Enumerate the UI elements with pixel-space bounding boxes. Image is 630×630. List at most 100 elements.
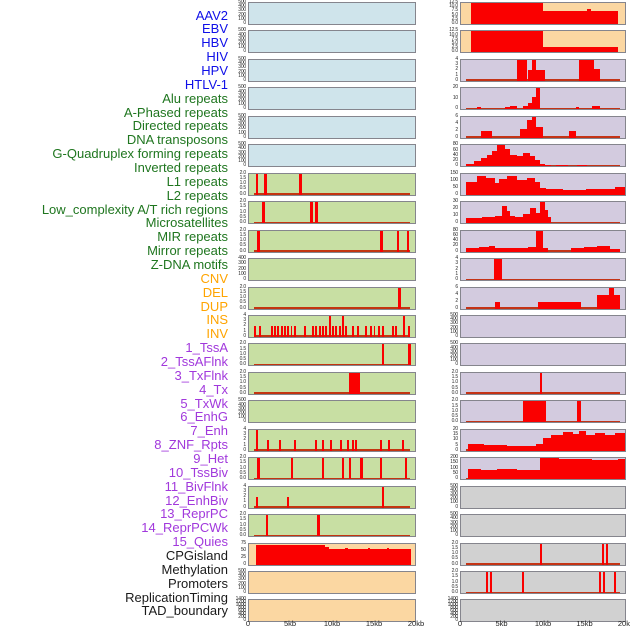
row-label-hpv: HPV	[201, 62, 228, 78]
signal-baseline	[465, 449, 621, 451]
y-tick-label: 200	[450, 495, 458, 502]
y-tick-label: 400	[238, 88, 246, 95]
y-tick-label: 200	[238, 11, 246, 18]
y-tick-label: 100	[238, 158, 246, 165]
signal-segment	[534, 159, 540, 167]
row-label-microsatellites: Microsatellites	[145, 215, 228, 231]
y-tick-label: 300	[450, 320, 458, 327]
y-tick-label: 0	[243, 617, 246, 624]
y-tick-label: 300	[238, 576, 246, 583]
right-track-box-21	[460, 599, 626, 623]
y-tick-label: 300	[238, 35, 246, 42]
signal-segment	[521, 572, 524, 593]
right-track-box-9	[460, 258, 626, 282]
y-tick-label: 100	[238, 584, 246, 591]
y-tick-label: 200	[238, 68, 246, 75]
y-tick-label: 100	[238, 15, 246, 22]
signal-segment	[506, 446, 521, 451]
right-track-box-18	[460, 514, 626, 538]
signal-segment	[328, 549, 346, 565]
signal-segment	[538, 301, 581, 309]
y-tick-label: 1.0	[451, 578, 459, 585]
y-tick-label: 1000	[235, 602, 247, 609]
signal-segment	[488, 245, 496, 252]
signal-segment	[405, 458, 408, 480]
signal-baseline	[253, 335, 410, 337]
y-tick-label: 0.5	[239, 242, 247, 249]
y-tick-label: 1	[455, 270, 458, 277]
right-track-box-14	[460, 400, 626, 424]
y-tick-label: 80	[452, 141, 458, 148]
y-tick-label: 1.5	[239, 288, 247, 295]
row-label-12-enhbiv: 12_EnhBiv	[165, 492, 228, 508]
signal-segment	[280, 326, 283, 337]
right-track-box-5	[460, 144, 626, 168]
y-tick-label: 0.0	[239, 361, 247, 368]
y-tick-label: 0	[455, 304, 458, 311]
signal-segment	[615, 432, 625, 451]
signal-segment	[479, 247, 489, 252]
signal-segment	[539, 458, 560, 480]
right-track-box-13	[460, 371, 626, 395]
y-tick-label: 0.0	[451, 418, 459, 425]
right-track-box-6	[460, 172, 626, 196]
y-tick-label: 0	[455, 133, 458, 140]
row-label-g-quadruplex-forming-repeats: G-Quadruplex forming repeats	[52, 146, 228, 162]
y-tick-label: 0.0	[239, 247, 247, 254]
y-tick-label: 5.0	[451, 11, 459, 18]
y-tick-label: 500	[238, 27, 246, 34]
signal-segment	[543, 248, 548, 252]
row-label-15-quies: 15_Quies	[172, 534, 228, 550]
y-tick-label: 400	[238, 401, 246, 408]
row-label-4-tx: 4_Tx	[199, 381, 228, 397]
y-tick-label: 0.0	[451, 48, 459, 55]
row-label-3-txflnk: 3_TxFlnk	[174, 367, 228, 383]
y-tick-label: 200	[450, 324, 458, 331]
y-tick-label: 0	[243, 503, 246, 510]
signal-segment	[526, 119, 532, 138]
y-tick-label: 5	[455, 441, 458, 448]
row-label-14-reprpcwk: 14_ReprPCWk	[141, 520, 228, 536]
signal-baseline	[253, 363, 410, 366]
signal-segment	[536, 70, 545, 81]
y-tick-label: 0	[455, 276, 458, 283]
signal-segment	[577, 165, 588, 167]
y-tick-label: 0	[455, 503, 458, 510]
signal-segment	[341, 315, 344, 337]
signal-segment	[380, 440, 383, 451]
signal-segment	[608, 460, 619, 480]
signal-segment	[283, 326, 286, 337]
signal-segment	[562, 190, 586, 195]
signal-segment	[253, 326, 256, 337]
y-tick-label: 200	[238, 614, 246, 621]
signal-segment	[255, 173, 259, 195]
left-track-box-21	[248, 599, 416, 623]
y-tick-label: 1.0	[451, 550, 459, 557]
y-tick-label: 0	[243, 20, 246, 26]
y-tick-label: 2	[455, 66, 458, 73]
y-tick-label: 1200	[447, 599, 459, 606]
y-tick-label: 25	[240, 553, 246, 560]
signal-segment	[493, 259, 502, 281]
y-tick-label: 0.5	[451, 555, 459, 562]
row-label-hbv: HBV	[201, 35, 228, 51]
signal-segment	[608, 287, 614, 309]
y-tick-label: 1	[243, 327, 246, 334]
y-tick-label: 60	[452, 231, 458, 238]
y-tick-label: 0	[455, 247, 458, 254]
left-track-box-0	[248, 2, 416, 25]
signal-segment	[597, 294, 609, 309]
signal-segment	[570, 248, 584, 252]
signal-segment	[257, 458, 260, 480]
row-label-alu-repeats: Alu repeats	[162, 90, 228, 106]
signal-segment	[543, 10, 588, 24]
signal-segment	[267, 440, 270, 451]
y-tick-label: 150	[450, 459, 458, 466]
y-tick-label: 0	[243, 589, 246, 595]
y-tick-label: 0.5	[239, 185, 247, 192]
left-x-tick-0: 0	[245, 619, 251, 628]
signal-segment	[391, 326, 394, 337]
left-track-box-12	[248, 343, 416, 367]
y-tick-label: 0.0	[451, 389, 459, 396]
row-label-cpgisland: CPGisland	[165, 548, 228, 564]
